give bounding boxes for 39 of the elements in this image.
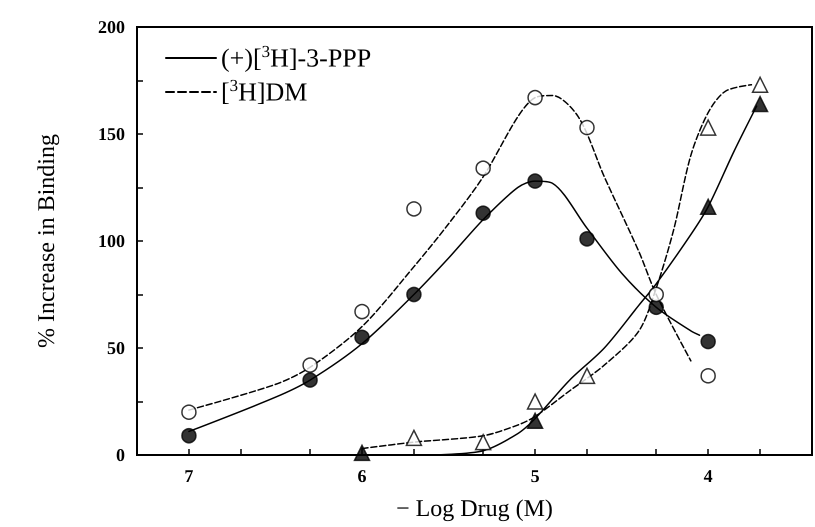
x-tick-label: 4 xyxy=(704,466,713,486)
point xyxy=(579,231,595,247)
point xyxy=(406,430,422,446)
y-tick-label: 150 xyxy=(98,124,125,144)
point xyxy=(700,198,716,216)
y-tick-label: 0 xyxy=(116,445,125,465)
point xyxy=(406,286,422,302)
point xyxy=(700,334,716,350)
point xyxy=(302,372,318,388)
x-axis-title: − Log Drug (M) xyxy=(396,496,553,522)
point xyxy=(752,76,768,94)
point xyxy=(578,368,596,384)
y-tick-label: 200 xyxy=(98,17,125,37)
point xyxy=(526,412,544,430)
point xyxy=(354,330,370,346)
point xyxy=(181,404,197,420)
point xyxy=(648,300,664,316)
point xyxy=(354,304,370,320)
point xyxy=(648,286,664,302)
x-tick-label: 5 xyxy=(530,466,540,486)
point xyxy=(474,434,492,450)
point xyxy=(527,173,543,189)
point xyxy=(527,90,543,106)
point xyxy=(700,119,716,136)
y-tick-label: 50 xyxy=(107,338,125,358)
point xyxy=(579,120,595,136)
point xyxy=(302,357,318,373)
point xyxy=(475,205,491,221)
point xyxy=(354,444,370,462)
point xyxy=(406,201,422,217)
point xyxy=(475,160,491,176)
y-tick-label: 100 xyxy=(98,231,125,251)
point xyxy=(181,428,197,444)
point xyxy=(526,393,544,410)
y-axis-title: % Increase in Binding xyxy=(34,134,60,348)
x-tick-label: 7 xyxy=(184,466,194,486)
point xyxy=(700,368,716,384)
point xyxy=(752,96,768,112)
x-tick-label: 6 xyxy=(358,466,366,486)
